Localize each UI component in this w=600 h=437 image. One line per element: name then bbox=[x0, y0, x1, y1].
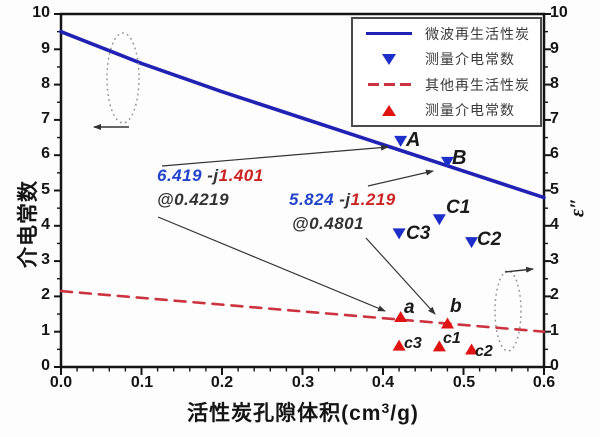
left-tick-2: 2 bbox=[41, 286, 50, 303]
annotation-imag-part: 1.219 bbox=[350, 190, 396, 209]
annotation-imag-part: 1.401 bbox=[218, 166, 264, 185]
right-tick-4: 4 bbox=[550, 216, 559, 233]
arrow-annotation1-to-a bbox=[157, 216, 386, 312]
left-axis-indicator-ellipse bbox=[106, 32, 140, 124]
left-tick-1: 1 bbox=[41, 322, 50, 339]
right-tick-10: 10 bbox=[550, 4, 568, 21]
arrow-annotation1-to-A bbox=[161, 144, 389, 167]
legend-label: 测量介电常数 bbox=[425, 51, 515, 68]
right-tick-1: 1 bbox=[550, 322, 559, 339]
point-label-B: B bbox=[452, 147, 467, 169]
right-tick-0: 0 bbox=[550, 357, 559, 374]
legend-box: 微波再生活性炭 测量介电常数 其他再生活性炭 测量介电常数 bbox=[351, 17, 542, 127]
left-tick-0: 0 bbox=[41, 357, 50, 374]
annotation-real-part: 6.419 bbox=[157, 166, 203, 185]
x-axis-title: 活性炭孔隙体积(cm3/g) bbox=[140, 397, 466, 427]
annotation-real-part: 5.824 bbox=[289, 190, 335, 209]
blue-triangle-down-icon bbox=[353, 53, 425, 65]
arrow-annotation2-to-B bbox=[367, 169, 434, 187]
x-tick-2: 0.2 bbox=[210, 374, 234, 391]
red-dashed-line-icon bbox=[353, 83, 425, 87]
legend-item-measured-eps-real: 测量介电常数 bbox=[353, 47, 540, 72]
legend-item-microwave-line: 微波再生活性炭 bbox=[353, 21, 540, 46]
annotation-j: -j bbox=[334, 190, 351, 209]
point-label-b: b bbox=[450, 296, 462, 317]
arrow-annotation2-to-b bbox=[365, 237, 436, 315]
right-tick-9: 9 bbox=[550, 40, 559, 57]
legend-label: 测量介电常数 bbox=[425, 102, 515, 119]
left-axis-title: 介电常数 bbox=[17, 180, 40, 268]
point-label-c2: c2 bbox=[475, 343, 493, 360]
plot-series-group bbox=[54, 13, 551, 375]
point-label-c3: c3 bbox=[404, 335, 422, 352]
right-tick-3: 3 bbox=[550, 251, 559, 268]
annotation-point-A: 6.419 -j1.401 bbox=[157, 166, 264, 186]
left-tick-6: 6 bbox=[41, 145, 50, 162]
right-axis-indicator-ellipse bbox=[494, 270, 522, 352]
point-label-C3: C3 bbox=[406, 223, 431, 244]
left-tick-7: 7 bbox=[41, 110, 50, 127]
right-tick-8: 8 bbox=[550, 75, 559, 92]
point-label-a: a bbox=[404, 297, 415, 318]
right-axis-title: ε″ bbox=[566, 197, 589, 218]
left-tick-9: 9 bbox=[41, 40, 50, 57]
left-tick-10: 10 bbox=[32, 4, 50, 21]
x-axis-title-superscript: 3 bbox=[381, 400, 391, 416]
annotation-point-B: 5.824 -j1.219 bbox=[289, 190, 396, 210]
right-tick-2: 2 bbox=[550, 286, 559, 303]
legend-item-other-regen-line: 其他再生活性炭 bbox=[353, 72, 540, 97]
left-tick-3: 3 bbox=[41, 251, 50, 268]
right-tick-6: 6 bbox=[550, 145, 559, 162]
legend-item-measured-eps-imag: 测量介电常数 bbox=[353, 98, 540, 123]
point-label-c1: c1 bbox=[443, 330, 461, 347]
legend-label: 其他再生活性炭 bbox=[425, 76, 530, 93]
left-tick-8: 8 bbox=[41, 75, 50, 92]
point-label-A: A bbox=[406, 129, 421, 151]
annotation-at-A: @0.4219 bbox=[157, 190, 230, 209]
left-tick-4: 4 bbox=[41, 216, 50, 233]
red-triangle-up-icon bbox=[353, 104, 425, 116]
x-tick-5: 0.5 bbox=[452, 374, 476, 391]
right-axis-arrow-icon bbox=[504, 266, 534, 273]
annotation-j: -j bbox=[202, 166, 219, 185]
right-tick-5: 5 bbox=[550, 181, 559, 198]
legend-label: 微波再生活性炭 bbox=[425, 25, 530, 42]
x-tick-3: 0.3 bbox=[291, 374, 315, 391]
point-label-C2: C2 bbox=[477, 229, 502, 250]
x-axis-title-unit: /g) bbox=[390, 402, 419, 425]
point-label-C1: C1 bbox=[446, 197, 471, 218]
x-tick-1: 0.1 bbox=[130, 374, 154, 391]
x-tick-4: 0.4 bbox=[371, 374, 395, 391]
x-tick-6: 0.6 bbox=[532, 374, 556, 391]
annotation-at-B: @0.4801 bbox=[292, 214, 365, 233]
x-tick-0: 0.0 bbox=[49, 374, 73, 391]
x-axis-title-main: 活性炭孔隙体积(cm bbox=[187, 402, 382, 425]
blue-solid-line-icon bbox=[353, 32, 425, 36]
left-tick-5: 5 bbox=[41, 181, 50, 198]
right-tick-7: 7 bbox=[550, 110, 559, 127]
